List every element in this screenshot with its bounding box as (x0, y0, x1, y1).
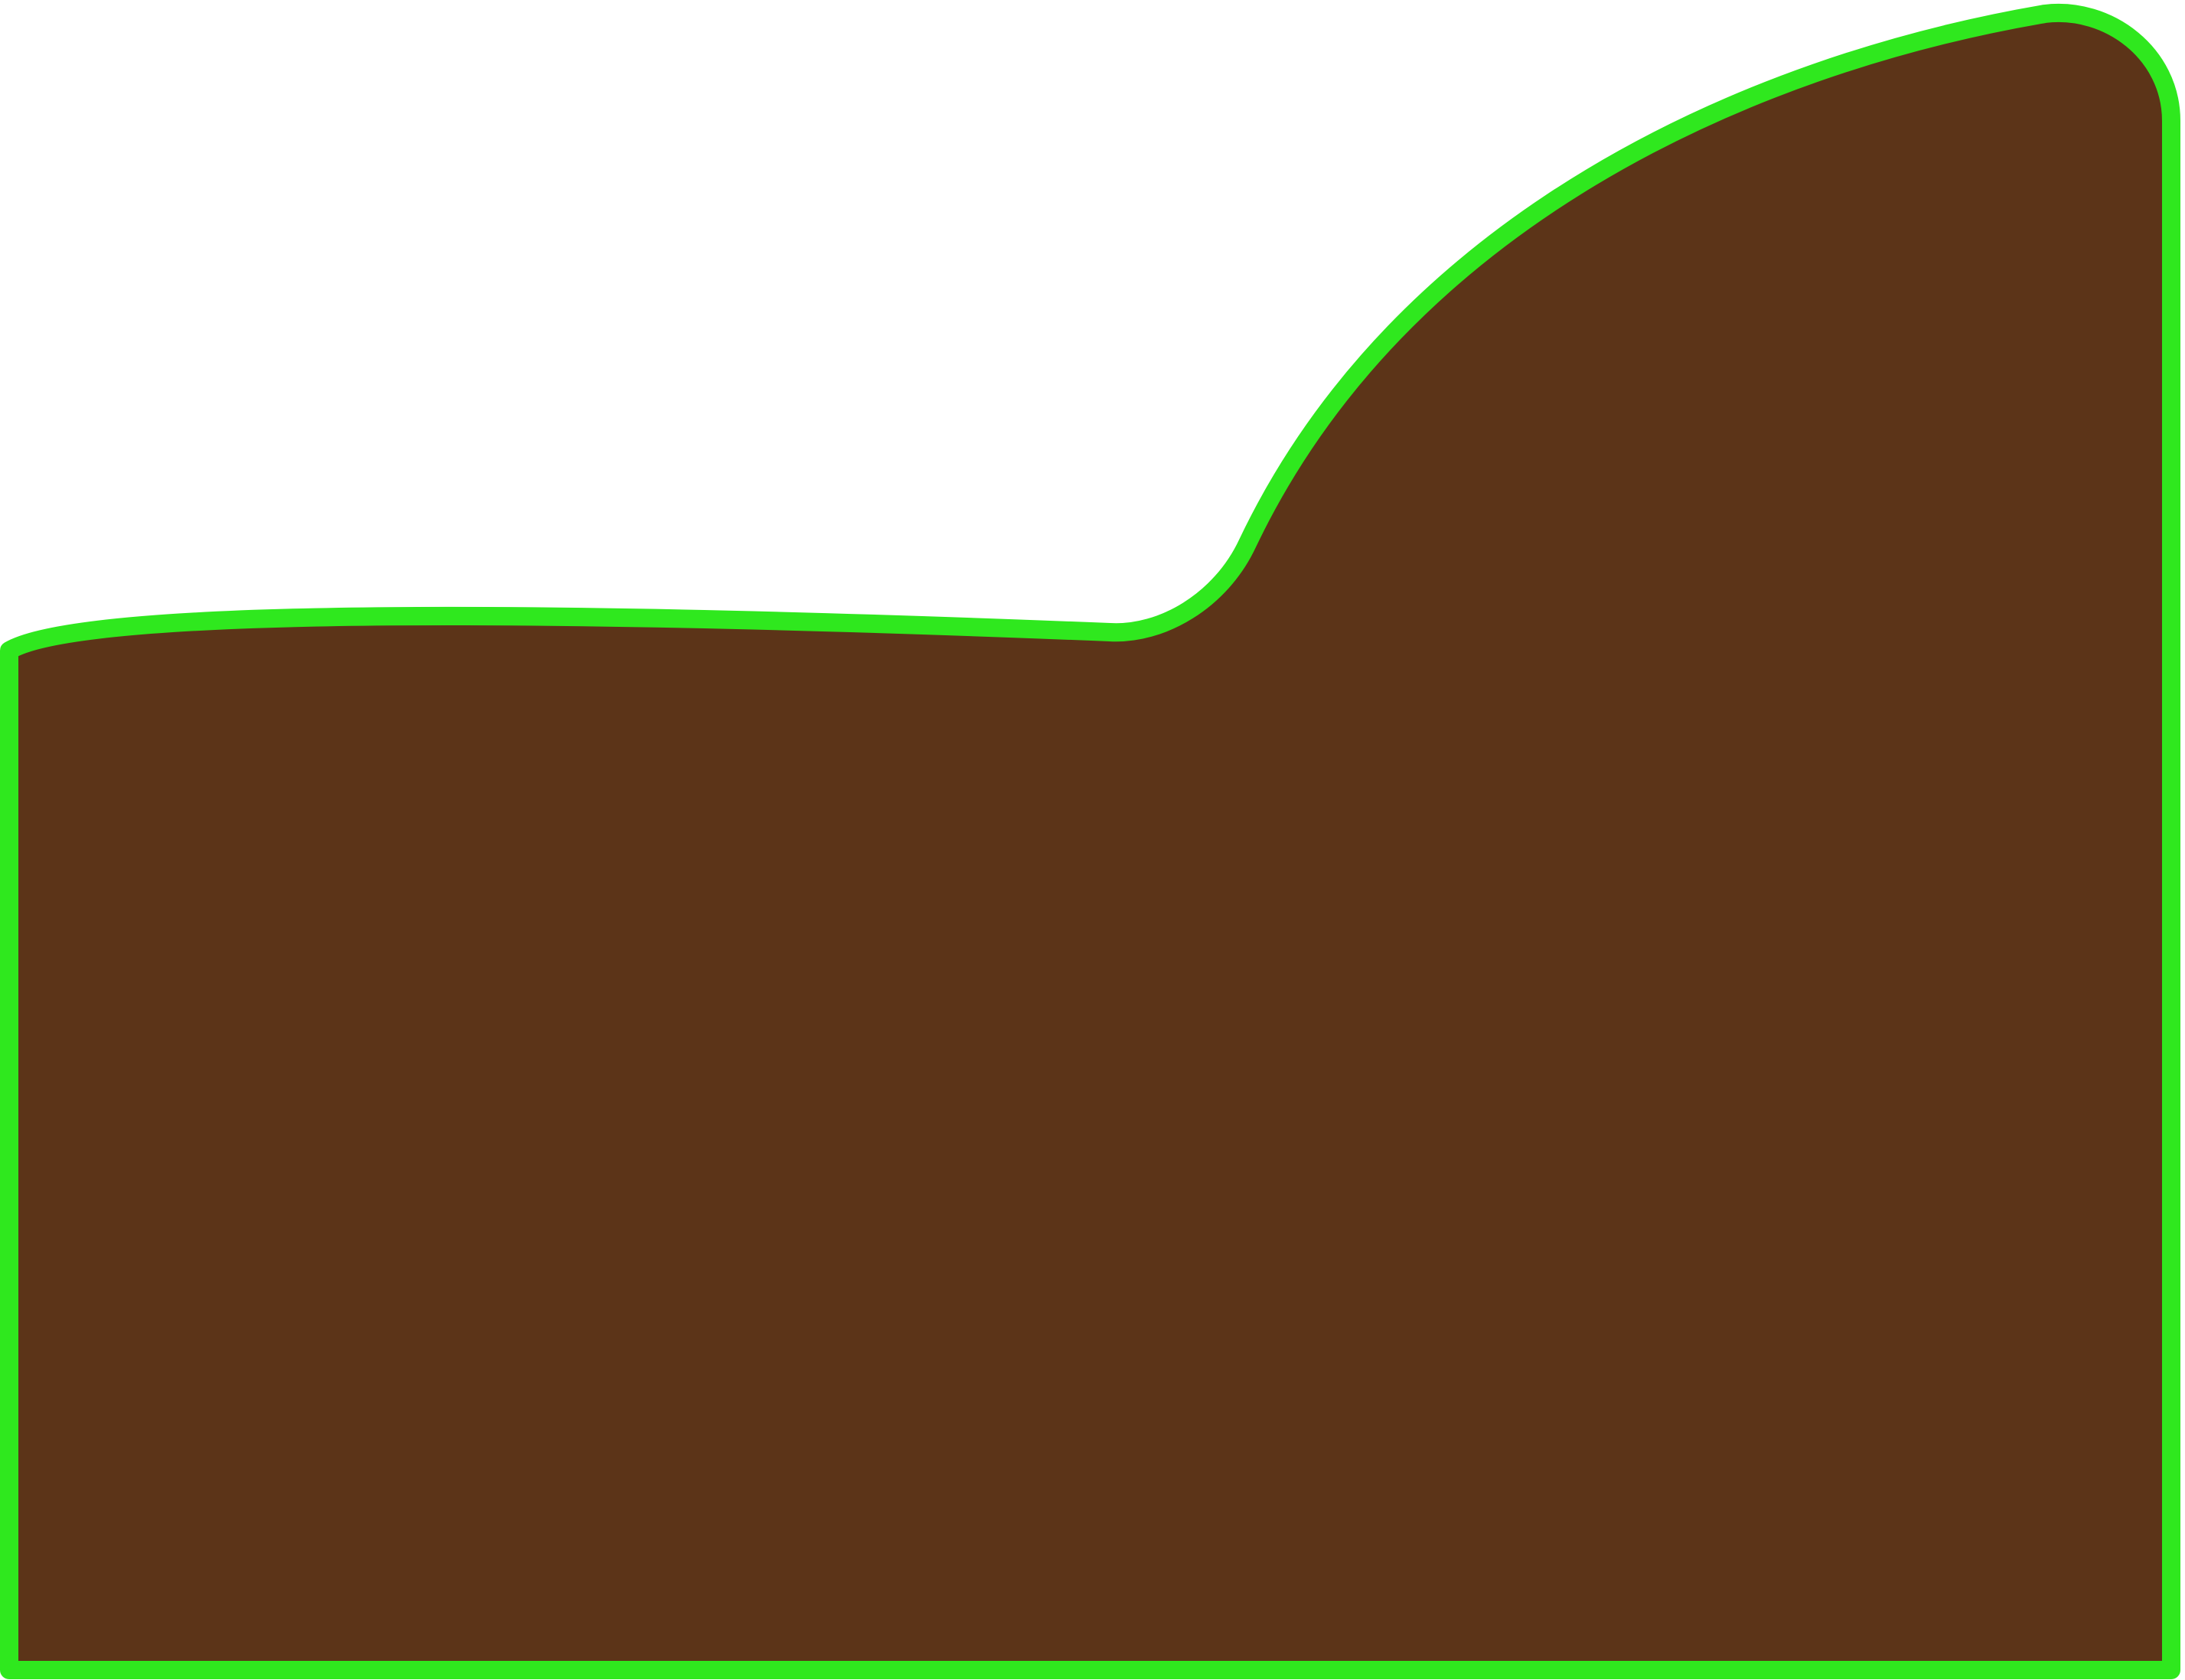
terrain-block (0, 3, 2180, 1679)
